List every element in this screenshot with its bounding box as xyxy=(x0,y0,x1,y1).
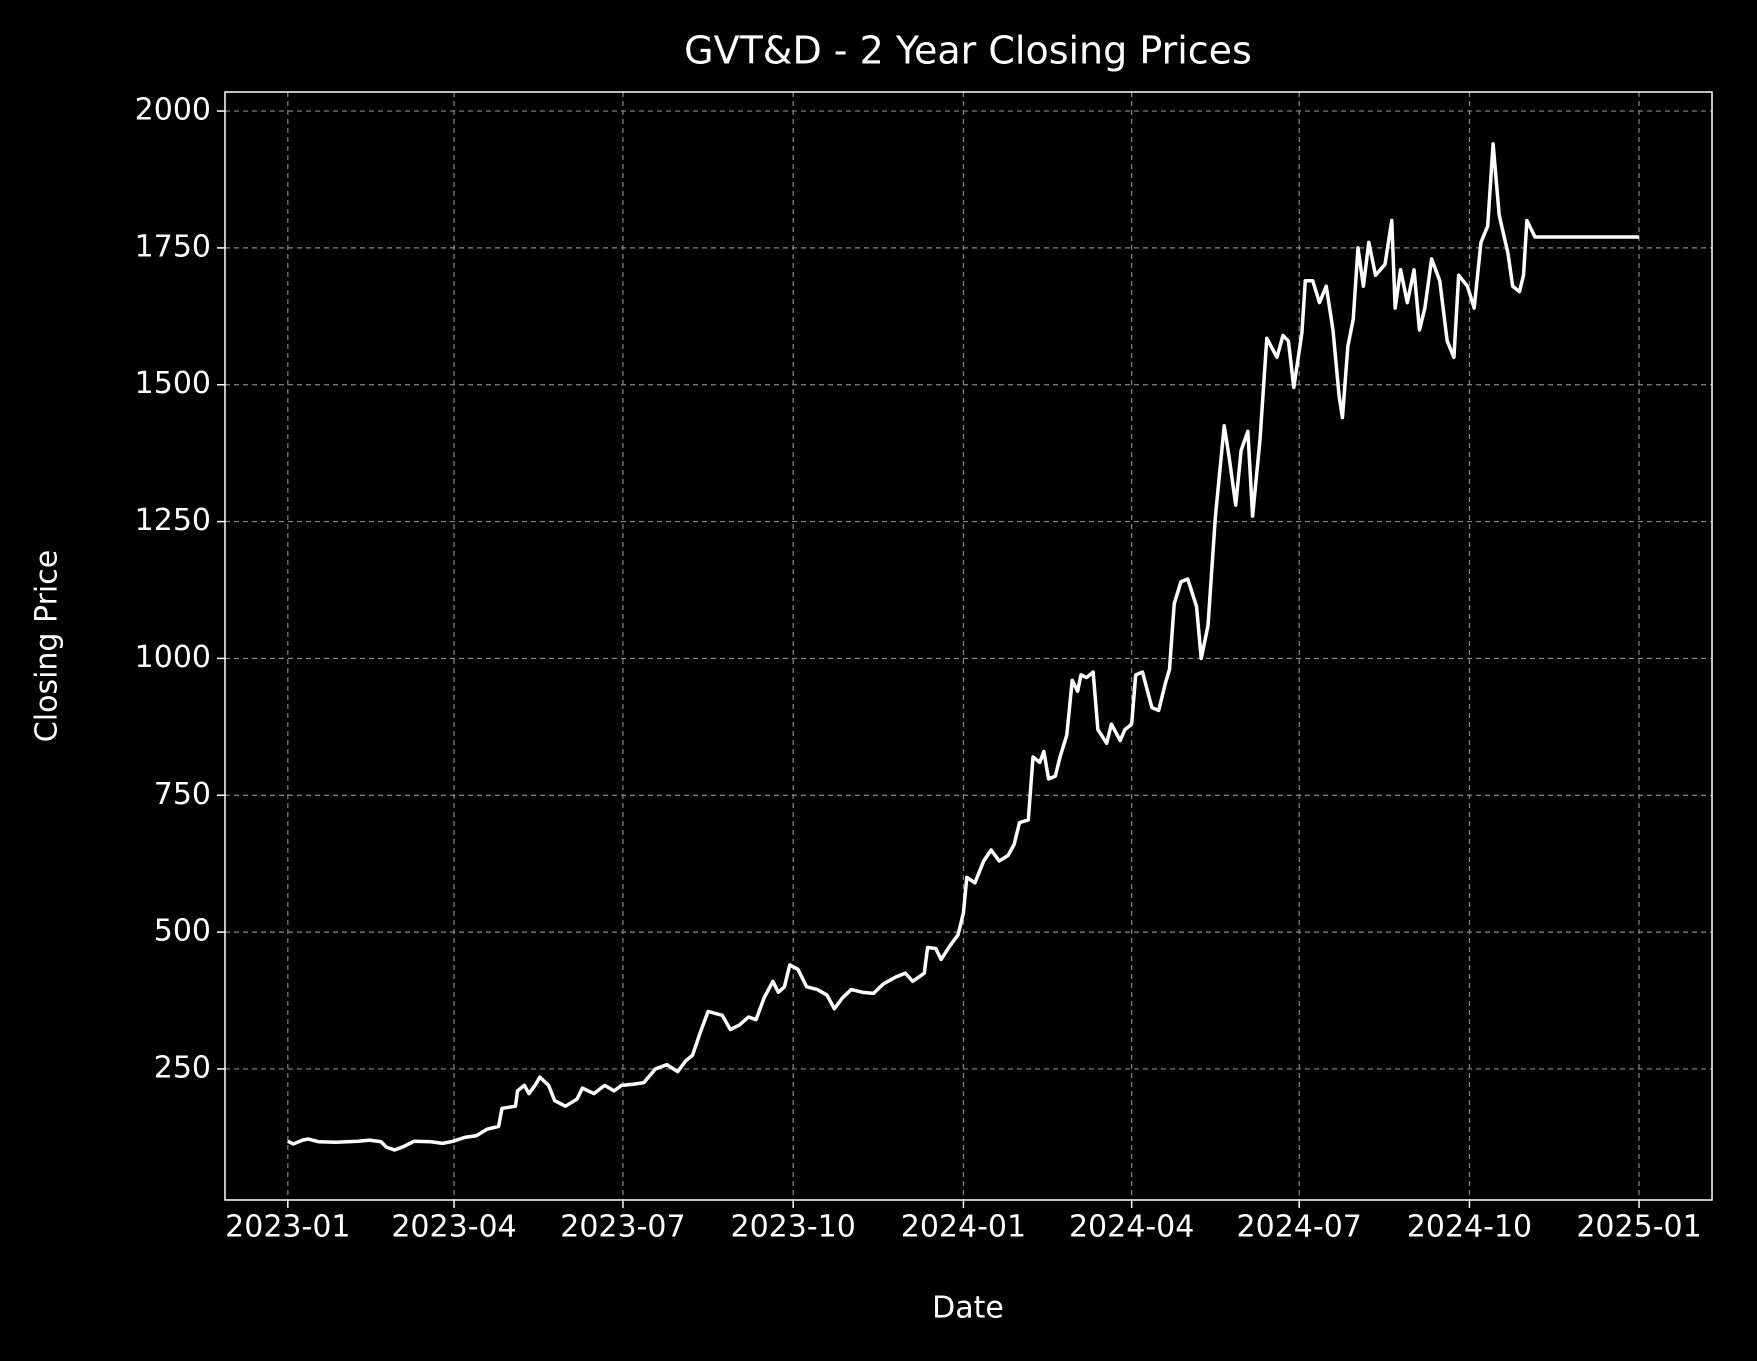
x-tick-label: 2023-10 xyxy=(731,1210,856,1245)
x-tick-label: 2025-01 xyxy=(1576,1210,1701,1245)
x-tick-label: 2024-10 xyxy=(1407,1210,1532,1245)
y-tick-label: 1500 xyxy=(135,366,211,401)
x-tick-label: 2023-07 xyxy=(560,1210,685,1245)
y-tick-label: 500 xyxy=(154,914,211,949)
y-axis-label: Closing Price xyxy=(30,550,65,742)
x-tick-label: 2024-04 xyxy=(1069,1210,1194,1245)
x-tick-label: 2023-04 xyxy=(391,1210,516,1245)
x-tick-label: 2024-07 xyxy=(1237,1210,1362,1245)
y-tick-label: 250 xyxy=(154,1050,211,1085)
x-tick-label: 2023-01 xyxy=(225,1210,350,1245)
x-axis-label: Date xyxy=(932,1291,1004,1326)
plot-frame xyxy=(224,91,1713,1201)
chart-title: GVT&D - 2 Year Closing Prices xyxy=(684,29,1252,73)
y-tick-label: 1750 xyxy=(135,229,211,264)
y-tick-label: 1250 xyxy=(135,503,211,538)
y-tick-label: 2000 xyxy=(135,93,211,128)
x-tick-label: 2024-01 xyxy=(901,1210,1026,1245)
y-tick-label: 1000 xyxy=(135,640,211,675)
y-tick-label: 750 xyxy=(154,777,211,812)
price-line xyxy=(287,142,1640,1152)
